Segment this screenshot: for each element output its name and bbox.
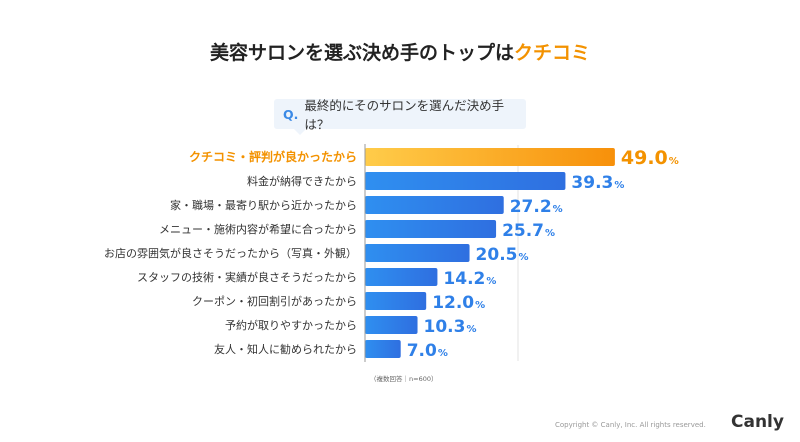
category-label: 予約が取りやすかったから bbox=[225, 318, 357, 332]
question-text: 最終的にそのサロンを選んだ決め手は？ bbox=[304, 98, 505, 132]
bar bbox=[365, 220, 497, 238]
bar bbox=[365, 268, 438, 286]
value-label: 12.0% bbox=[432, 293, 485, 313]
bar bbox=[365, 172, 566, 190]
bar bbox=[365, 148, 615, 166]
value-label: 25.7% bbox=[502, 221, 555, 241]
category-label: お店の雰囲気が良さそうだったから（写真・外観） bbox=[104, 246, 357, 260]
question-mark: Q. bbox=[283, 106, 299, 122]
copyright: Copyright © Canly, Inc. All rights reser… bbox=[555, 421, 706, 429]
value-label: 20.5% bbox=[476, 245, 529, 265]
category-label: クーポン・初回割引があったから bbox=[192, 294, 357, 308]
value-label: 10.3% bbox=[424, 317, 477, 337]
bar bbox=[365, 196, 504, 214]
canly-logo: Canly bbox=[731, 412, 784, 432]
category-label: メニュー・施術内容が希望に合ったから bbox=[159, 222, 357, 236]
sample-note: （複数回答｜n=600） bbox=[370, 375, 438, 383]
title-highlight: クチコミ bbox=[514, 42, 591, 64]
title-text: 美容サロンを選ぶ決め手のトップは bbox=[209, 42, 514, 64]
value-label: 49.0% bbox=[621, 147, 679, 169]
page-title: 美容サロンを選ぶ決め手のトップはクチコミ bbox=[0, 38, 800, 65]
bar bbox=[365, 244, 470, 262]
bar bbox=[365, 292, 427, 310]
value-label: 7.0% bbox=[407, 341, 448, 361]
category-label: スタッフの技術・実績が良さそうだったから bbox=[137, 270, 357, 284]
value-label: 14.2% bbox=[443, 269, 496, 289]
category-label: クチコミ・評判が良かったから bbox=[189, 149, 357, 164]
value-label: 27.2% bbox=[510, 197, 563, 217]
question-bubble: Q. 最終的にそのサロンを選んだ決め手は？ bbox=[274, 98, 526, 135]
category-label: 友人・知人に勧められたから bbox=[214, 342, 357, 356]
category-label: 料金が納得できたから bbox=[247, 174, 357, 188]
category-label: 家・職場・最寄り駅から近かったから bbox=[170, 198, 357, 212]
value-label: 39.3% bbox=[571, 173, 624, 193]
bar bbox=[365, 316, 418, 334]
bar bbox=[365, 340, 401, 358]
